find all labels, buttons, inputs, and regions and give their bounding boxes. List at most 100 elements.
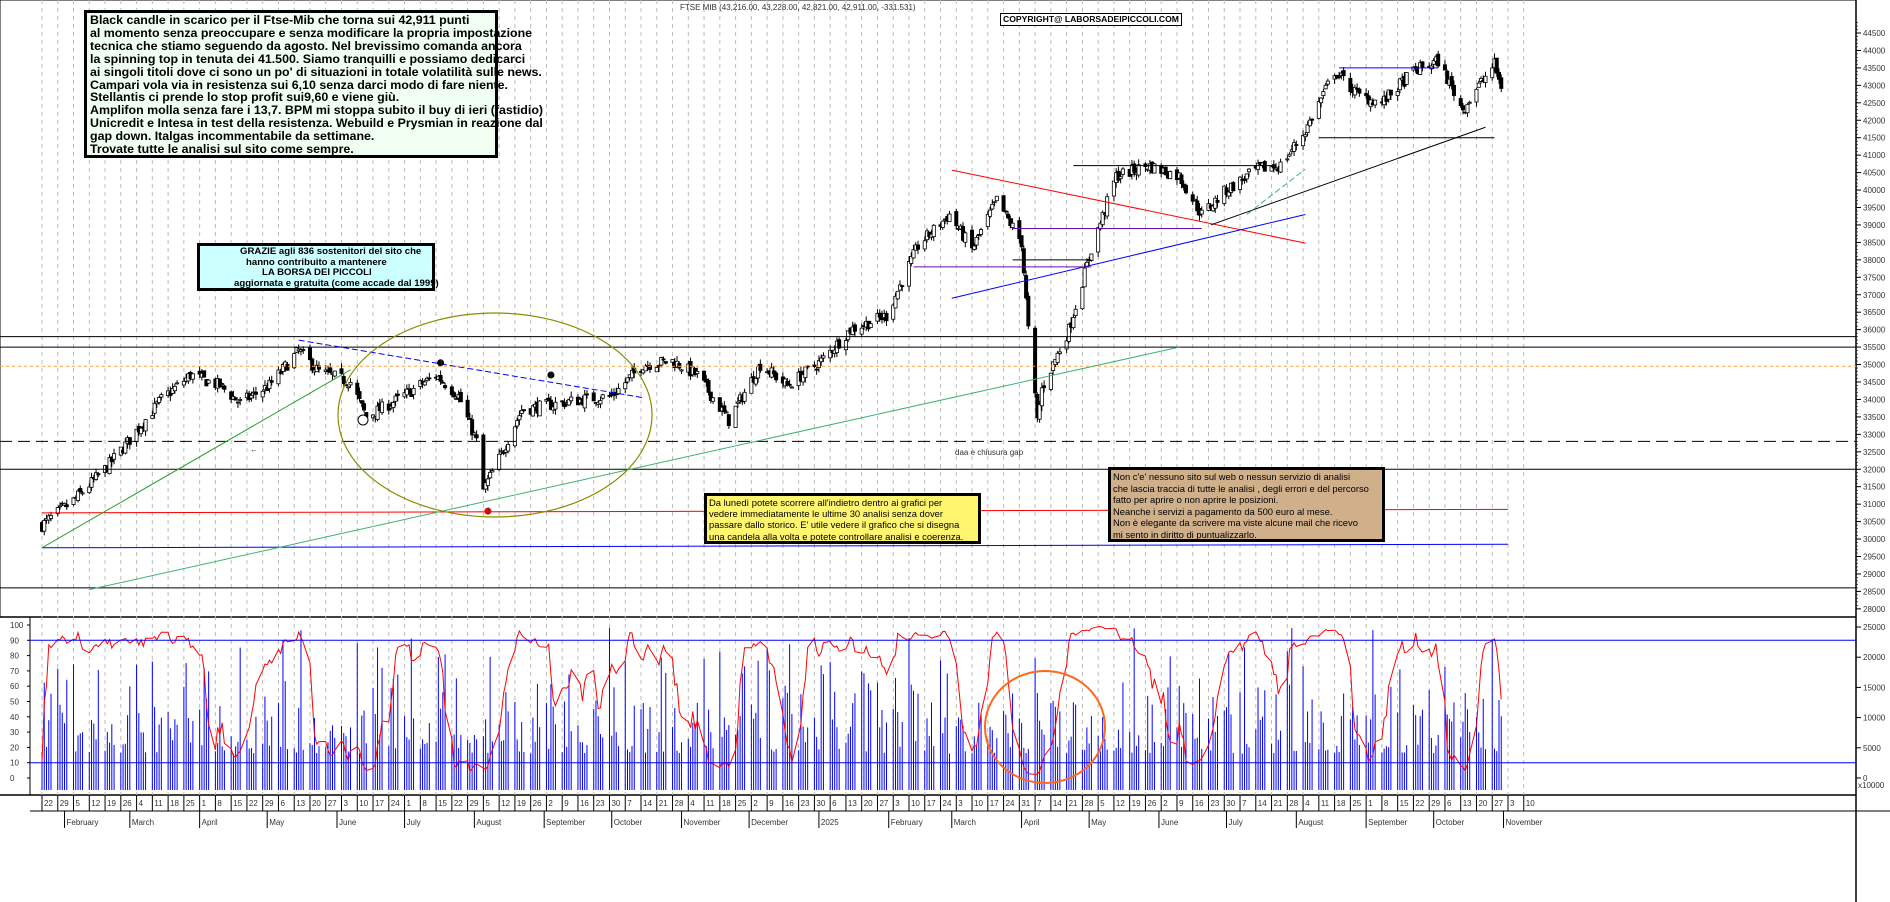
candle [76, 490, 81, 501]
candle [150, 415, 155, 419]
day-tick-label: 5 [76, 799, 81, 808]
day-tick-label: 19 [107, 799, 116, 808]
candle [1082, 267, 1087, 288]
analysis-note: Black candle in scarico per il Ftse-Mib … [84, 10, 543, 158]
month-label: February [67, 818, 99, 827]
osc-tick-label: 60 [10, 682, 19, 691]
candle [310, 358, 315, 371]
candle [979, 229, 984, 235]
y-tick-label: 30000 [1863, 535, 1886, 544]
day-tick-label: 21 [1069, 799, 1078, 808]
candle [1494, 57, 1499, 74]
candle [922, 240, 927, 250]
day-tick-label: 18 [722, 799, 731, 808]
day-tick-label: 16 [785, 799, 794, 808]
candle [1242, 178, 1247, 182]
trendline [41, 543, 1509, 549]
day-tick-label: 23 [1210, 799, 1219, 808]
month-label: April [1024, 818, 1040, 827]
candle [152, 402, 157, 414]
candle [1490, 67, 1495, 79]
candle [625, 377, 630, 383]
day-tick-label: 29 [1431, 799, 1440, 808]
day-tick-label: 16 [1195, 799, 1204, 808]
candle [1017, 220, 1022, 240]
month-label: August [1298, 818, 1324, 827]
candle [80, 492, 85, 495]
month-label: November [684, 818, 721, 827]
candle [954, 211, 959, 227]
day-tick-label: 24 [943, 799, 952, 808]
candle [206, 379, 211, 384]
candle [828, 349, 833, 359]
candle [1192, 198, 1197, 201]
candle [582, 394, 587, 409]
day-tick-label: 30 [1226, 799, 1235, 808]
day-tick-label: 7 [627, 799, 632, 808]
day-tick-label: 8 [217, 799, 222, 808]
osc-tick-label: 100 [10, 621, 24, 630]
candle [616, 387, 621, 395]
candle [1271, 164, 1276, 169]
day-tick-label: 1 [202, 799, 207, 808]
note-line: aggiornata e gratuita (come accade dal 1… [234, 277, 439, 289]
arrow-annotation: ← [250, 445, 258, 454]
day-tick-label: 21 [659, 799, 668, 808]
candle [1152, 163, 1157, 174]
candle [816, 360, 821, 368]
osc-tick-label: 40 [10, 713, 19, 722]
candle [58, 505, 63, 508]
candle [1118, 176, 1123, 180]
day-tick-label: 23 [801, 799, 810, 808]
candle [1231, 182, 1236, 192]
candle [1179, 174, 1184, 185]
y-tick-label: 31000 [1863, 500, 1886, 509]
candle [1418, 62, 1423, 75]
candle [607, 394, 612, 397]
trendline [298, 339, 644, 399]
candle [963, 232, 968, 243]
y-tick-label: 37000 [1863, 291, 1886, 300]
candle [123, 441, 128, 454]
day-tick-label: 10 [911, 799, 920, 808]
day-tick-label: 25 [186, 799, 195, 808]
candle [332, 370, 337, 377]
day-tick-label: 24 [1006, 799, 1015, 808]
candle [1024, 275, 1029, 299]
candle [375, 405, 380, 420]
day-tick-label: 10 [974, 799, 983, 808]
candle [785, 380, 790, 386]
day-tick-label: 12 [1116, 799, 1125, 808]
y-tick-label: 36000 [1863, 326, 1886, 335]
candle [598, 400, 603, 405]
candle [803, 366, 808, 379]
y-tick-label: 29500 [1863, 553, 1886, 562]
candle [1465, 104, 1470, 114]
marker-dot [547, 371, 555, 379]
candle [1190, 194, 1195, 202]
candle [1478, 78, 1483, 82]
candle [530, 405, 535, 417]
day-tick-label: 27 [1494, 799, 1503, 808]
marker-dot [484, 507, 492, 515]
day-tick-label: 29 [470, 799, 479, 808]
candle [1003, 210, 1008, 213]
candle [1066, 323, 1071, 342]
candle [749, 377, 754, 394]
day-tick-label: 8 [1384, 799, 1389, 808]
day-tick-label: 17 [990, 799, 999, 808]
candle [1195, 200, 1200, 212]
candle [546, 397, 551, 402]
candle [1163, 166, 1168, 176]
candle [1132, 163, 1137, 173]
candle [1071, 317, 1076, 329]
day-tick-label: 9 [769, 799, 774, 808]
candle [1449, 75, 1454, 87]
day-tick-label: 24 [391, 799, 400, 808]
candle [307, 347, 312, 361]
month-label: October [614, 818, 643, 827]
volume-tick-label: 20000 [1863, 653, 1886, 662]
candle [1395, 91, 1400, 96]
candle [584, 393, 589, 396]
